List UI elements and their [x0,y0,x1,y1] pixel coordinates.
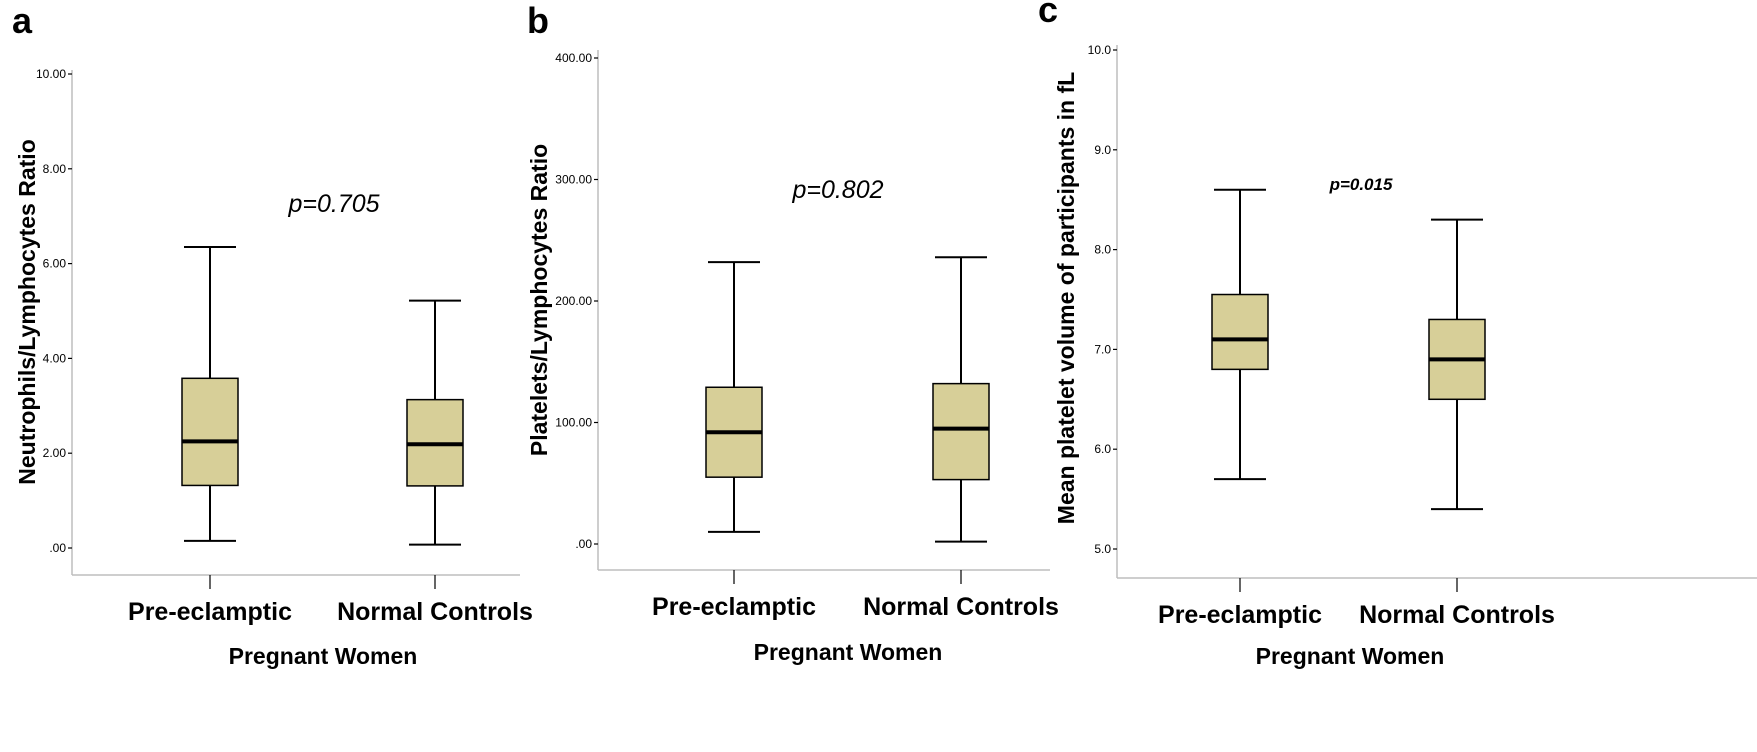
p-value-annotation: p=0.802 [791,176,883,204]
panel-letter: a [12,0,33,41]
x-category-label: Pre-eclamptic [1158,601,1322,629]
panel-a: a .00 2.00 4.00 6.00 8.00 10.00 Pre-eclamptic No… [12,0,533,669]
y-tick-label: 10.0 [1088,43,1112,57]
x-category-label: Normal Controls [337,598,533,626]
y-tick-label: 6.00 [43,257,67,271]
y-tick-label: 4.00 [43,351,67,365]
panel-letter: c [1038,0,1058,30]
x-axis-title: Pregnant Women [229,643,418,669]
x-axis-title: Pregnant Women [754,639,943,665]
box-1 [705,261,763,533]
y-tick-label: 400.00 [555,51,592,65]
box-1 [181,246,239,542]
iqr-box [932,382,990,481]
iqr-box [1211,293,1269,371]
panel-c: c 5.0 6.0 7.0 8.0 9.0 10.0 Pre-eclamptic Normal … [1038,0,1757,669]
p-value-annotation: p=0.015 [1329,175,1393,194]
y-axis-title: Mean platelet volume of participants in … [1053,72,1079,524]
y-tick-label: .00 [575,537,592,551]
box-1 [1211,188,1269,481]
y-tick-label: 8.0 [1094,243,1111,257]
x-axis-title: Pregnant Women [1256,643,1445,669]
p-value-annotation: p=0.705 [287,190,379,218]
y-tick-label: 300.00 [555,173,592,187]
y-tick-label: 7.0 [1094,342,1111,356]
box-2 [406,299,464,546]
y-tick-label: 5.0 [1094,542,1111,556]
y-tick-label: 6.0 [1094,442,1111,456]
y-axis-title: Neutrophils/Lymphocytes Ratio [14,139,40,484]
box-2 [932,256,990,543]
y-tick-label: 100.00 [555,416,592,430]
x-category-label: Pre-eclamptic [128,598,292,626]
y-tick-label: 2.00 [43,446,67,460]
y-tick-label: 10.00 [36,67,66,81]
iqr-box [181,377,239,487]
x-category-label: Pre-eclamptic [652,593,816,621]
y-axis-title: Platelets/Lymphocytes Ratio [526,144,552,456]
x-category-label: Normal Controls [863,593,1059,621]
panel-letter: b [527,0,549,41]
panel-b: b .00 100.00 200.00 300.00 400.00 Pre-eclampti… [526,0,1059,665]
y-tick-label: .00 [49,541,66,555]
y-tick-label: 9.0 [1094,143,1111,157]
y-tick-label: 8.00 [43,162,67,176]
box-2 [1428,218,1486,511]
x-category-label: Normal Controls [1359,601,1555,629]
y-tick-label: 200.00 [555,294,592,308]
